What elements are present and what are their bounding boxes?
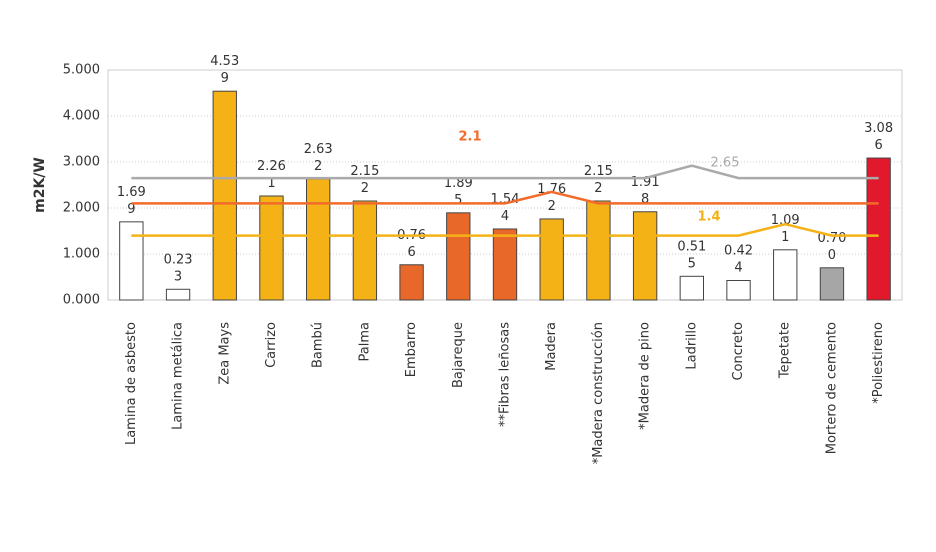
- average-line: [131, 222, 879, 237]
- value-label: 1.54 4: [491, 191, 520, 223]
- value-label: 1.69 9: [117, 184, 146, 216]
- x-tick-label: *Madera construcción: [591, 322, 606, 464]
- value-label: 0.42 4: [724, 243, 753, 275]
- y-tick-label: 0.000: [63, 293, 100, 308]
- value-label: 0.51 5: [677, 239, 706, 271]
- y-tick-label: 3.000: [63, 155, 100, 170]
- value-label: 0.23 3: [164, 252, 193, 284]
- x-tick-label: Madera: [544, 322, 559, 371]
- value-label: 1.09 1: [771, 212, 800, 244]
- y-axis-label: m2K/W: [32, 157, 48, 213]
- x-tick-label: **Fibras leñosas: [498, 322, 513, 427]
- y-tick-label: 2.000: [63, 201, 100, 216]
- x-tick-label: Lamina de asbesto: [124, 322, 139, 445]
- x-tick-label: Mortero de cemento: [824, 322, 839, 454]
- line-label: 1.4: [697, 210, 720, 225]
- x-tick-label: Palma: [357, 322, 372, 361]
- bar: [632, 211, 658, 301]
- bar: [726, 279, 751, 301]
- bar: [539, 218, 564, 301]
- value-label: 3.08 6: [864, 121, 893, 153]
- value-label: 2.26 1: [257, 158, 286, 190]
- average-line: [131, 190, 879, 205]
- bar: [399, 264, 424, 301]
- y-tick-label: 5.000: [63, 63, 100, 78]
- bar: [259, 195, 284, 301]
- bar: [446, 212, 471, 301]
- x-tick-label: Zea Mays: [217, 322, 232, 385]
- bar: [773, 249, 798, 301]
- value-label: 0.76 6: [397, 227, 426, 259]
- line-label: 2.65: [711, 156, 740, 171]
- bar: [679, 275, 704, 301]
- bar: [866, 157, 891, 301]
- bar: [352, 200, 378, 301]
- value-label: 2.63 2: [304, 141, 333, 173]
- y-tick-label: 1.000: [63, 247, 100, 262]
- x-tick-label: *Poliestireno: [871, 322, 886, 404]
- bar: [119, 221, 144, 301]
- x-tick-label: Tepetate: [778, 322, 793, 379]
- x-tick-label: Carrizo: [264, 322, 279, 368]
- bar: [306, 178, 331, 301]
- x-tick-label: *Madera de pino: [638, 322, 653, 430]
- x-tick-label: Bambú: [311, 322, 326, 368]
- line-label: 2.1: [458, 130, 481, 145]
- x-tick-label: Ladrillo: [684, 322, 699, 370]
- value-label: 2.15 2: [584, 164, 613, 196]
- average-line: [131, 164, 879, 180]
- bar: [165, 288, 191, 301]
- x-tick-label: Lamina metálica: [171, 322, 186, 430]
- x-tick-label: Concreto: [731, 322, 746, 381]
- value-label: 1.76 2: [537, 181, 566, 213]
- value-label: 2.15 2: [350, 164, 379, 196]
- x-tick-label: Bajareque: [451, 322, 466, 388]
- bar: [492, 228, 518, 301]
- bar: [586, 200, 611, 301]
- value-label: 4.53 9: [210, 54, 239, 86]
- x-tick-label: Embarro: [404, 322, 419, 377]
- bar: [819, 267, 845, 301]
- bar: [212, 90, 237, 301]
- y-tick-label: 4.000: [63, 109, 100, 124]
